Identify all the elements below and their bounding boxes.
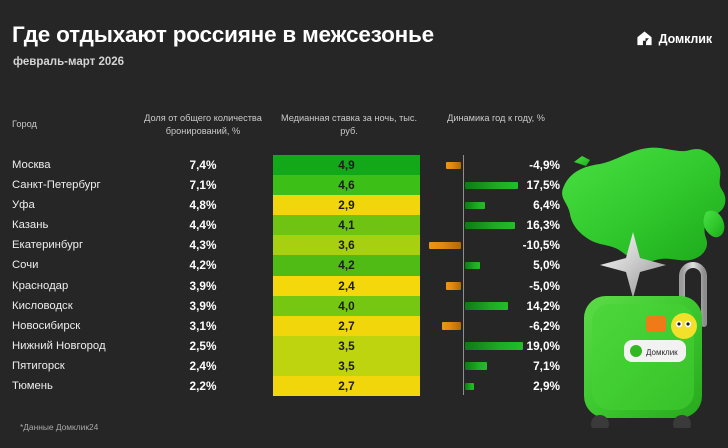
table-row: Тюмень 2,2% 2,7 2,9% <box>0 376 728 397</box>
table-row: Нижний Новгород 2,5% 3,5 19,0% <box>0 335 728 356</box>
cell-city: Нижний Новгород <box>12 339 106 352</box>
table-row: Уфа 4,8% 2,9 6,4% <box>0 195 728 216</box>
table-row: Сочи 4,2% 4,2 5,0% <box>0 255 728 276</box>
page-title: Где отдыхают россияне в межсезонье <box>12 22 434 47</box>
table-row: Кисловодск 3,9% 4,0 14,2% <box>0 295 728 316</box>
dynamics-zero-axis <box>463 155 465 395</box>
cell-share: 2,4% <box>189 358 217 373</box>
cell-city: Казань <box>12 219 49 232</box>
cell-dynamics-value: 19,0% <box>526 338 560 353</box>
footnote: *Данные Домклик24 <box>20 422 99 432</box>
header: Где отдыхают россияне в межсезонье февра… <box>0 0 728 95</box>
table-row: Новосибирск 3,1% 2,7 -6,2% <box>0 315 728 336</box>
column-header-rate: Медианная ставка за ночь, тыс. руб. <box>280 113 418 136</box>
table-row: Краснодар 3,9% 2,4 -5,0% <box>0 275 728 296</box>
bar-positive <box>465 221 515 230</box>
table-row: Казань 4,4% 4,1 16,3% <box>0 215 728 236</box>
cell-dynamics-bar <box>420 376 560 396</box>
page-subtitle: февраль-март 2026 <box>13 56 125 68</box>
cell-rate: 3,6 <box>273 235 420 256</box>
cell-dynamics-bar <box>420 235 560 255</box>
cell-rate: 2,7 <box>273 315 420 336</box>
cell-rate: 4,1 <box>273 215 420 236</box>
bar-positive <box>465 302 509 310</box>
cell-city: Кисловодск <box>12 299 73 312</box>
table-row: Пятигорск 2,4% 3,5 7,1% <box>0 355 728 377</box>
cell-rate: 4,0 <box>273 295 420 316</box>
cell-dynamics-bar <box>420 155 560 175</box>
cell-city: Сочи <box>12 259 39 272</box>
cell-city: Екатеринбург <box>12 239 84 252</box>
cell-dynamics-bar <box>420 276 560 296</box>
cell-dynamics-value: 6,4% <box>533 198 560 213</box>
cell-dynamics-value: -4,9% <box>529 158 560 172</box>
cell-share: 7,1% <box>189 178 217 193</box>
bar-positive <box>465 362 487 370</box>
cell-dynamics-bar <box>420 316 560 336</box>
cell-city: Новосибирск <box>12 319 81 332</box>
column-header-dynamics: Динамика год к году, % <box>447 113 545 123</box>
cell-dynamics-bar <box>420 175 560 195</box>
bar-positive <box>465 342 523 350</box>
cell-rate: 2,9 <box>273 195 420 216</box>
cell-dynamics-value: 16,3% <box>526 218 560 233</box>
cell-city: Уфа <box>12 199 35 212</box>
cell-city: Санкт-Петербург <box>12 179 101 192</box>
cell-share: 4,8% <box>189 198 217 213</box>
data-table: Москва 7,4% 4,9 -4,9% Санкт-Петербург 7,1% 4,6… <box>0 155 728 397</box>
table-row: Екатеринбург 4,3% 3,6 -10,5% <box>0 235 728 256</box>
cell-share: 7,4% <box>189 158 217 172</box>
cell-share: 3,9% <box>189 298 217 313</box>
cell-dynamics-bar <box>420 215 560 235</box>
bar-positive <box>465 201 485 210</box>
brand-logo-text: Домклик <box>658 31 712 46</box>
cell-city: Пятигорск <box>12 359 65 372</box>
table-row: Санкт-Петербург 7,1% 4,6 17,5% <box>0 175 728 196</box>
cell-dynamics-value: -5,0% <box>529 278 560 293</box>
cell-dynamics-value: 2,9% <box>533 379 560 394</box>
cell-rate: 2,7 <box>273 376 420 397</box>
cell-share: 4,2% <box>189 258 217 273</box>
cell-dynamics-bar <box>420 336 560 356</box>
cell-share: 2,2% <box>189 379 217 394</box>
cell-dynamics-bar <box>420 255 560 275</box>
column-header-share: Доля от общего количества бронирований, … <box>144 113 262 136</box>
cell-city: Тюмень <box>12 380 53 393</box>
cell-rate: 3,5 <box>273 355 420 377</box>
cell-city: Москва <box>12 159 51 171</box>
cell-dynamics-value: 7,1% <box>533 358 560 373</box>
cell-dynamics-value: -10,5% <box>522 238 560 253</box>
bar-negative <box>428 241 461 250</box>
bar-positive <box>465 382 474 391</box>
cell-dynamics-value: 14,2% <box>526 298 560 313</box>
bar-negative <box>445 282 461 290</box>
cell-share: 3,1% <box>189 318 217 333</box>
bar-positive <box>465 261 481 270</box>
cell-rate: 4,2 <box>273 255 420 276</box>
cell-share: 2,5% <box>189 338 217 353</box>
cell-rate: 4,6 <box>273 175 420 196</box>
cell-city: Краснодар <box>12 279 69 292</box>
cell-rate: 2,4 <box>273 275 420 296</box>
column-header-city: Город <box>12 119 37 129</box>
bar-negative <box>442 322 461 330</box>
table-row: Москва 7,4% 4,9 -4,9% <box>0 155 728 176</box>
bar-positive <box>465 181 519 190</box>
cell-share: 4,4% <box>189 218 217 233</box>
cell-share: 3,9% <box>189 278 217 293</box>
cell-rate: 3,5 <box>273 335 420 356</box>
cell-dynamics-value: -6,2% <box>529 318 560 333</box>
column-headers: Город Доля от общего количества брониров… <box>0 104 728 144</box>
house-icon <box>637 31 652 46</box>
cell-share: 4,3% <box>189 238 217 253</box>
cell-dynamics-value: 17,5% <box>526 178 560 193</box>
bar-negative <box>446 161 461 169</box>
cell-rate: 4,9 <box>273 155 420 176</box>
cell-dynamics-bar <box>420 195 560 215</box>
cell-dynamics-bar <box>420 296 560 316</box>
cell-dynamics-bar <box>420 356 560 376</box>
brand-logo: Домклик <box>636 30 712 47</box>
cell-dynamics-value: 5,0% <box>533 258 560 273</box>
